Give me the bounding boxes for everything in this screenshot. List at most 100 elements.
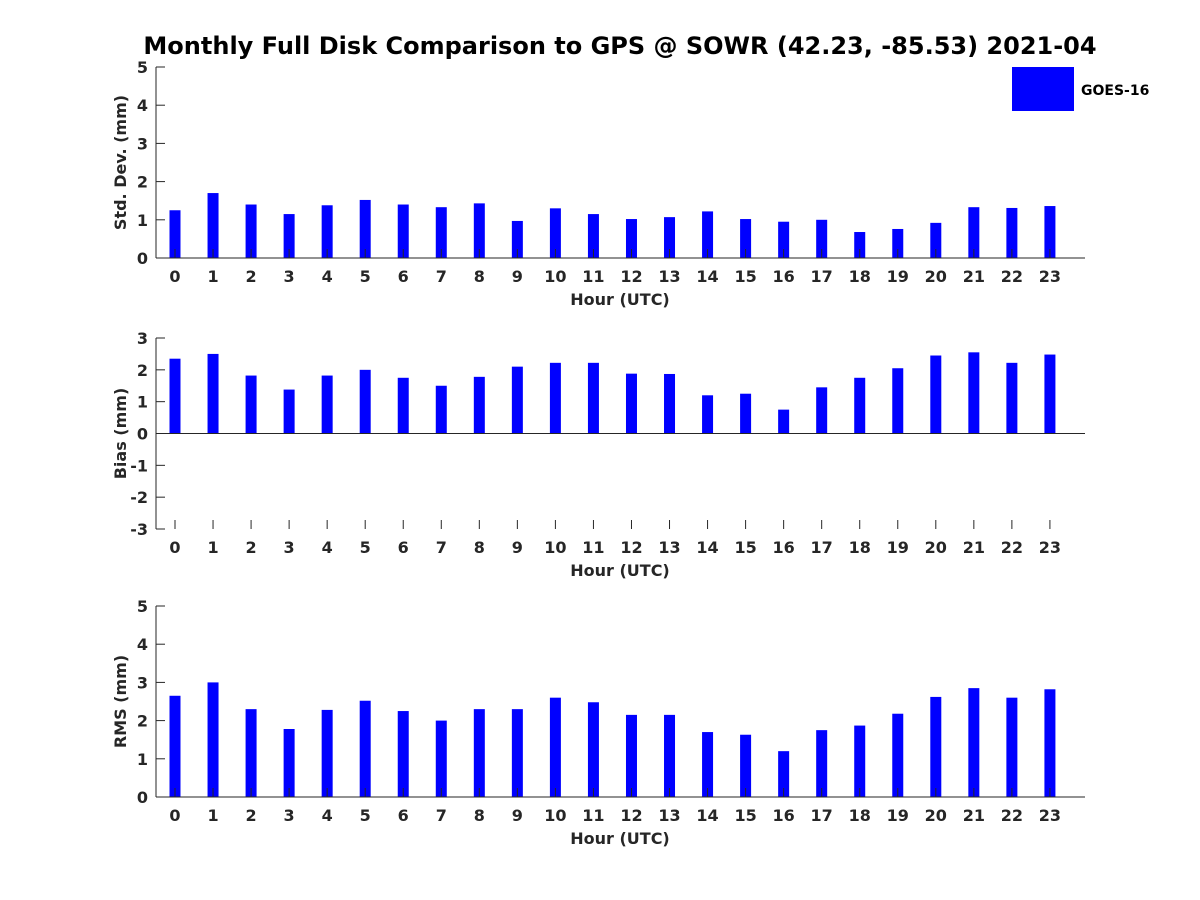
y-tick-label: 5: [137, 58, 148, 77]
x-tick-label: 3: [284, 806, 295, 825]
x-tick-label: 11: [582, 538, 604, 557]
x-tick-label: 6: [398, 806, 409, 825]
y-tick-label: 2: [137, 712, 148, 731]
bar-panel2-hour-8: [473, 376, 485, 434]
bar-panel2-hour-10: [549, 362, 561, 434]
x-tick-label: 9: [512, 267, 523, 286]
legend: GOES-16: [1012, 67, 1149, 111]
bar-panel1-hour-2: [245, 204, 257, 258]
bar-panel1-hour-14: [702, 211, 714, 258]
x-tick-label: 21: [963, 267, 985, 286]
x-tick-label: 1: [207, 267, 218, 286]
x-tick-label: 17: [811, 538, 833, 557]
x-tick-label: 16: [773, 538, 795, 557]
bar-panel3-hour-17: [816, 730, 828, 797]
x-tick-label: 20: [925, 806, 947, 825]
bar-panel1-hour-5: [359, 199, 371, 258]
y-tick-label: 3: [137, 134, 148, 153]
bar-panel2-hour-2: [245, 375, 257, 434]
x-tick-label: 13: [658, 267, 680, 286]
x-tick-label: 20: [925, 538, 947, 557]
bar-panel1-hour-21: [968, 207, 980, 258]
y-tick-label: 2: [137, 361, 148, 380]
y-tick-label: -2: [130, 488, 148, 507]
x-tick-label: 19: [887, 806, 909, 825]
y-tick-label: 0: [137, 788, 148, 807]
x-tick-label: 23: [1039, 538, 1061, 557]
bar-panel2-hour-19: [892, 368, 904, 434]
bar-panel3-hour-22: [1006, 697, 1018, 797]
bar-panel1-hour-20: [930, 222, 942, 258]
x-tick-label: 22: [1001, 538, 1023, 557]
bar-panel1-hour-15: [740, 219, 752, 258]
y-tick-label: -1: [130, 456, 148, 475]
bar-panel1-hour-22: [1006, 207, 1018, 258]
x-tick-label: 12: [620, 538, 642, 557]
x-tick-label: 8: [474, 267, 485, 286]
bar-panel2-hour-21: [968, 352, 980, 434]
bar-panel2-hour-4: [321, 375, 333, 434]
bar-panel2-hour-18: [854, 377, 866, 434]
bar-panel2-hour-12: [625, 373, 637, 434]
bar-panel3-hour-2: [245, 709, 257, 797]
x-tick-label: 13: [658, 538, 680, 557]
bar-panel3-hour-7: [435, 720, 447, 797]
x-tick-label: 10: [544, 806, 566, 825]
x-tick-label: 5: [360, 267, 371, 286]
x-tick-label: 14: [696, 267, 718, 286]
bar-panel3-hour-23: [1044, 689, 1056, 797]
x-tick-label: 1: [207, 538, 218, 557]
y-tick-label: 0: [137, 425, 148, 444]
x-tick-label: 10: [544, 538, 566, 557]
x-tick-label: 21: [963, 806, 985, 825]
y-tick-label: 3: [137, 673, 148, 692]
bar-panel2-hour-0: [169, 358, 181, 434]
x-tick-label: 6: [398, 538, 409, 557]
bar-panel1-hour-18: [854, 232, 866, 258]
bar-panel1-hour-1: [207, 193, 219, 258]
x-tick-label: 21: [963, 538, 985, 557]
x-tick-label: 9: [512, 538, 523, 557]
bar-panel1-hour-3: [283, 214, 295, 258]
x-tick-label: 17: [811, 267, 833, 286]
bar-panel1-hour-19: [892, 228, 904, 258]
y-axis-label: Bias (mm): [111, 388, 130, 480]
bar-panel3-hour-4: [321, 709, 333, 797]
x-tick-label: 16: [773, 267, 795, 286]
x-tick-label: 1: [207, 806, 218, 825]
x-tick-label: 23: [1039, 267, 1061, 286]
x-tick-label: 5: [360, 806, 371, 825]
x-tick-label: 7: [436, 267, 447, 286]
x-tick-label: 19: [887, 267, 909, 286]
bar-panel1-hour-0: [169, 210, 181, 258]
bar-panel1-hour-12: [625, 219, 637, 258]
x-tick-label: 15: [734, 538, 756, 557]
bar-panel1-hour-16: [778, 221, 790, 258]
bar-panel3-hour-18: [854, 725, 866, 797]
x-tick-label: 22: [1001, 806, 1023, 825]
bar-panel1-hour-8: [473, 203, 485, 258]
x-tick-label: 4: [322, 538, 333, 557]
bar-panel3-hour-13: [664, 714, 676, 797]
x-tick-label: 0: [169, 806, 180, 825]
bar-panel2-hour-6: [397, 377, 409, 434]
x-tick-label: 23: [1039, 806, 1061, 825]
bar-panel2-hour-22: [1006, 362, 1018, 434]
x-tick-label: 18: [849, 806, 871, 825]
y-tick-label: 0: [137, 249, 148, 268]
y-axis-label: RMS (mm): [111, 655, 130, 748]
bar-panel2-hour-13: [664, 373, 676, 434]
x-tick-label: 8: [474, 538, 485, 557]
x-tick-label: 2: [246, 806, 257, 825]
bar-panel1-hour-17: [816, 219, 828, 258]
y-tick-label: 3: [137, 329, 148, 348]
x-tick-label: 3: [284, 538, 295, 557]
y-tick-label: 4: [137, 96, 148, 115]
chart-title: Monthly Full Disk Comparison to GPS @ SO…: [143, 32, 1096, 60]
bar-panel3-hour-16: [778, 751, 790, 797]
bar-panel3-hour-6: [397, 711, 409, 797]
x-tick-label: 17: [811, 806, 833, 825]
x-tick-label: 9: [512, 806, 523, 825]
